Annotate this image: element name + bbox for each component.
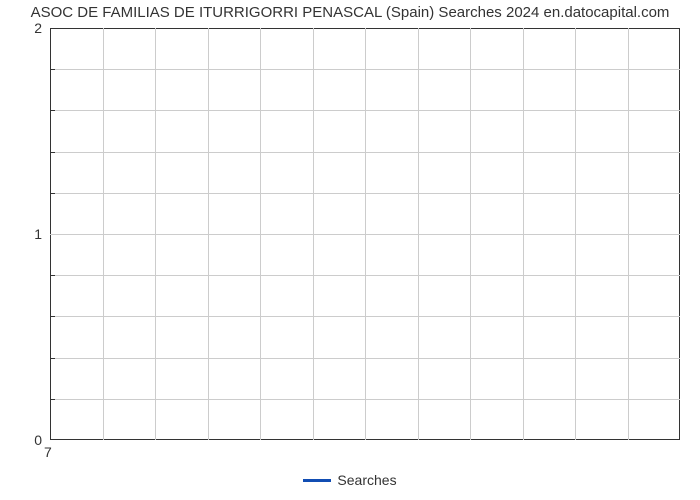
legend: Searches	[0, 472, 700, 488]
y-minor-tick	[50, 110, 55, 111]
grid-hline-minor	[50, 358, 680, 359]
grid-hline-minor	[50, 399, 680, 400]
y-minor-tick	[50, 316, 55, 317]
y-tick-label: 2	[34, 20, 42, 36]
chart-container: { "chart": { "type": "line", "title": "A…	[0, 0, 700, 500]
grid-hline-minor	[50, 193, 680, 194]
y-minor-tick	[50, 358, 55, 359]
y-minor-tick	[50, 399, 55, 400]
grid-hline-minor	[50, 275, 680, 276]
y-minor-tick	[50, 69, 55, 70]
y-minor-tick	[50, 193, 55, 194]
y-minor-tick	[50, 275, 55, 276]
y-minor-tick	[50, 152, 55, 153]
grid-hline-minor	[50, 110, 680, 111]
legend-label: Searches	[337, 472, 396, 488]
y-tick-label: 1	[34, 226, 42, 242]
grid-hline	[50, 234, 680, 235]
y-tick-label: 0	[34, 432, 42, 448]
grid-hline-minor	[50, 152, 680, 153]
grid-hline-minor	[50, 316, 680, 317]
legend-swatch	[303, 479, 331, 482]
grid-hline-minor	[50, 69, 680, 70]
chart-title: ASOC DE FAMILIAS DE ITURRIGORRI PENASCAL…	[0, 4, 700, 21]
x-tick-label: 7	[44, 444, 52, 460]
